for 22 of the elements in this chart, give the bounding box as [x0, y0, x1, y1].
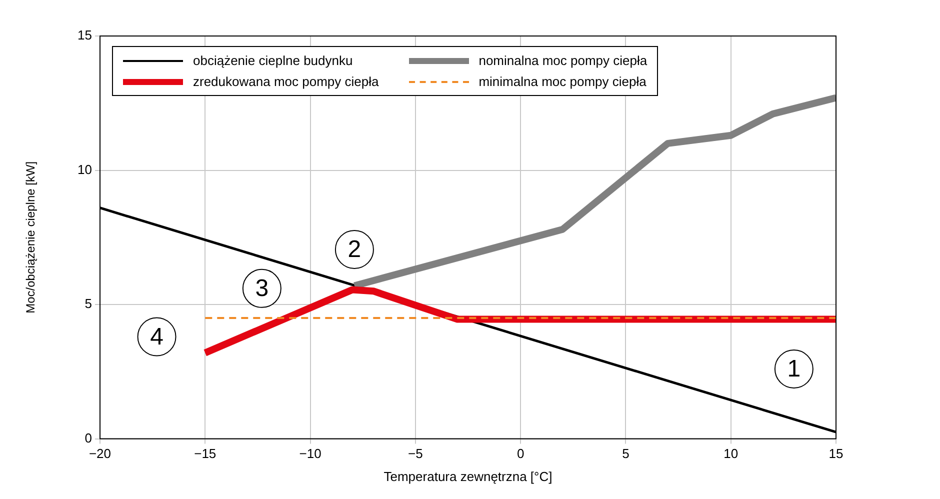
legend-label: obciążenie cieplne budynku	[193, 53, 353, 68]
x-tick-label: 10	[724, 446, 738, 462]
y-tick-label: 0	[84, 430, 92, 446]
x-tick-label: −5	[408, 446, 423, 462]
annotation: 4	[150, 323, 164, 350]
x-tick-label: 0	[516, 446, 524, 462]
x-tick-label: 5	[622, 446, 630, 462]
legend-label: nominalna moc pompy ciepła	[478, 53, 648, 68]
legend-label: zredukowana moc pompy ciepła	[193, 74, 379, 89]
y-tick-label: 5	[84, 296, 92, 312]
annotation: 1	[787, 356, 801, 383]
x-tick-label: −10	[299, 446, 322, 462]
x-tick-label: 15	[828, 446, 844, 462]
y-tick-label: 15	[78, 28, 92, 43]
y-tick-label: 10	[78, 162, 92, 177]
x-tick-label: −20	[88, 446, 112, 462]
annotation: 3	[255, 275, 269, 302]
legend-label: minimalna moc pompy ciepła	[478, 74, 646, 89]
x-axis-title: Temperatura zewnętrzna [°C]	[384, 468, 552, 484]
annotation: 2	[348, 236, 362, 264]
y-axis-title: Moc/obciążenie cieplne [kW]	[24, 161, 38, 314]
x-tick-label: −15	[194, 446, 216, 462]
